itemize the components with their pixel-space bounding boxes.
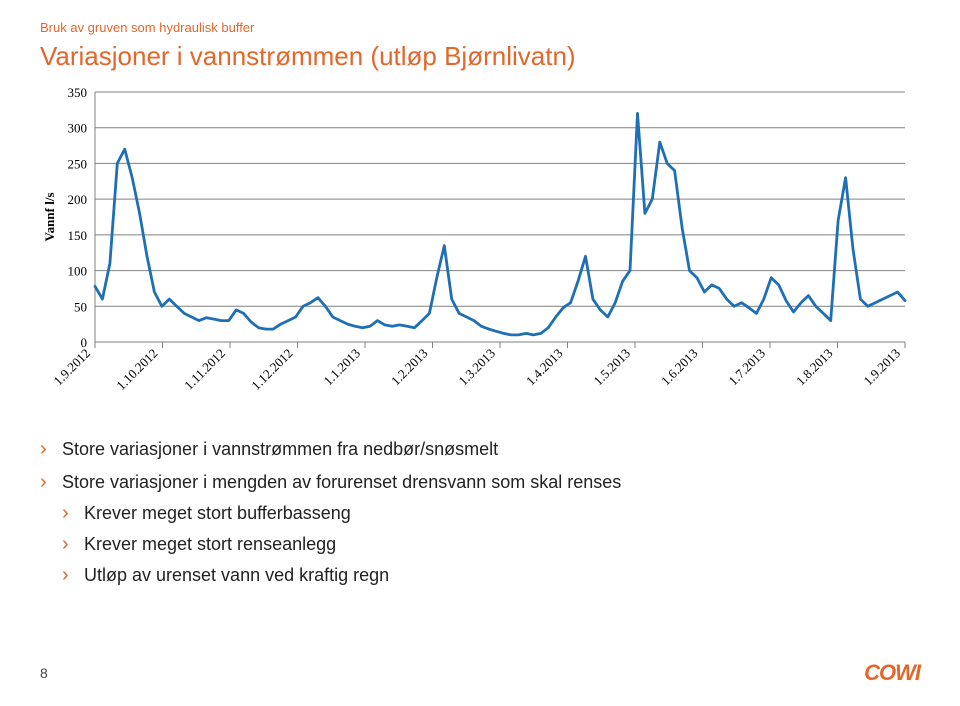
sub-bullet-text: Utløp av urenset vann ved kraftig regn bbox=[84, 565, 389, 585]
sub-bullet-text: Krever meget stort bufferbasseng bbox=[84, 503, 351, 523]
sub-bullet-text: Krever meget stort renseanlegg bbox=[84, 534, 336, 554]
svg-text:350: 350 bbox=[68, 85, 88, 100]
svg-text:300: 300 bbox=[68, 121, 88, 136]
svg-text:50: 50 bbox=[74, 299, 87, 314]
svg-text:100: 100 bbox=[68, 264, 88, 279]
bullet-list: Store variasjoner i vannstrømmen fra ned… bbox=[40, 436, 920, 589]
bullet-item: Store variasjoner i mengden av forurense… bbox=[40, 469, 920, 589]
bullet-item: Store variasjoner i vannstrømmen fra ned… bbox=[40, 436, 920, 463]
line-chart: 050100150200250300350Vannf l/s1.9.20121.… bbox=[40, 82, 920, 412]
bullet-text: Store variasjoner i vannstrømmen fra ned… bbox=[62, 439, 498, 459]
page-number: 8 bbox=[40, 665, 48, 681]
slide-title: Variasjoner i vannstrømmen (utløp Bjørnl… bbox=[40, 41, 920, 72]
sub-bullet-item: Krever meget stort bufferbasseng bbox=[62, 500, 920, 527]
svg-text:150: 150 bbox=[68, 228, 88, 243]
sub-bullet-item: Utløp av urenset vann ved kraftig regn bbox=[62, 562, 920, 589]
cowi-logo: COWI bbox=[864, 660, 920, 686]
slide-subhead: Bruk av gruven som hydraulisk buffer bbox=[40, 20, 920, 35]
svg-text:200: 200 bbox=[68, 192, 88, 207]
line-chart-container: 050100150200250300350Vannf l/s1.9.20121.… bbox=[40, 82, 920, 412]
svg-text:Vannf l/s: Vannf l/s bbox=[42, 192, 57, 241]
bullet-text: Store variasjoner i mengden av forurense… bbox=[62, 472, 621, 492]
svg-text:250: 250 bbox=[68, 156, 88, 171]
sub-bullet-item: Krever meget stort renseanlegg bbox=[62, 531, 920, 558]
